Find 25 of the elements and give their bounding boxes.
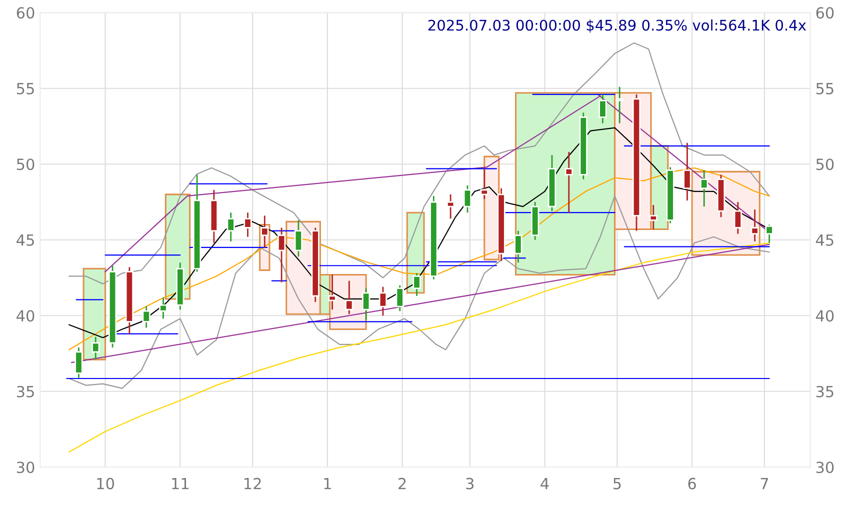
y-tick-label: 30 bbox=[16, 462, 34, 474]
y2-tick-label: 55 bbox=[816, 83, 834, 94]
x-tick-label: 4 bbox=[540, 478, 549, 490]
chart-title: 2025.07.03 00:00:00 $45.89 0.35% vol:564.1K 0.4x bbox=[428, 19, 806, 33]
x-tick-label: 1 bbox=[324, 478, 331, 490]
x-tick-label: 2 bbox=[398, 478, 406, 490]
y2-tick-label: 45 bbox=[816, 234, 834, 246]
x-tick-label: 5 bbox=[614, 478, 621, 490]
y-tick-label: 50 bbox=[16, 158, 34, 170]
y-tick-label: 35 bbox=[16, 386, 34, 398]
y-tick-label: 55 bbox=[16, 83, 34, 94]
y2-tick-label: 35 bbox=[816, 386, 834, 398]
y2-tick-label: 40 bbox=[816, 310, 834, 322]
y-tick-label: 40 bbox=[16, 310, 34, 322]
x-tick-label: 11 bbox=[172, 478, 188, 490]
y2-tick-label: 30 bbox=[816, 462, 834, 474]
x-tick-label: 10 bbox=[97, 478, 114, 490]
y-tick-label: 60 bbox=[16, 7, 34, 19]
x-tick-label: 7 bbox=[760, 478, 768, 490]
x-tick-label: 3 bbox=[466, 478, 474, 490]
y2-tick-label: 50 bbox=[816, 158, 834, 170]
x-tick-label: 12 bbox=[244, 478, 261, 490]
y-tick-label: 45 bbox=[16, 234, 34, 246]
x-tick-label: 6 bbox=[688, 478, 696, 490]
y2-tick-label: 60 bbox=[816, 7, 834, 19]
